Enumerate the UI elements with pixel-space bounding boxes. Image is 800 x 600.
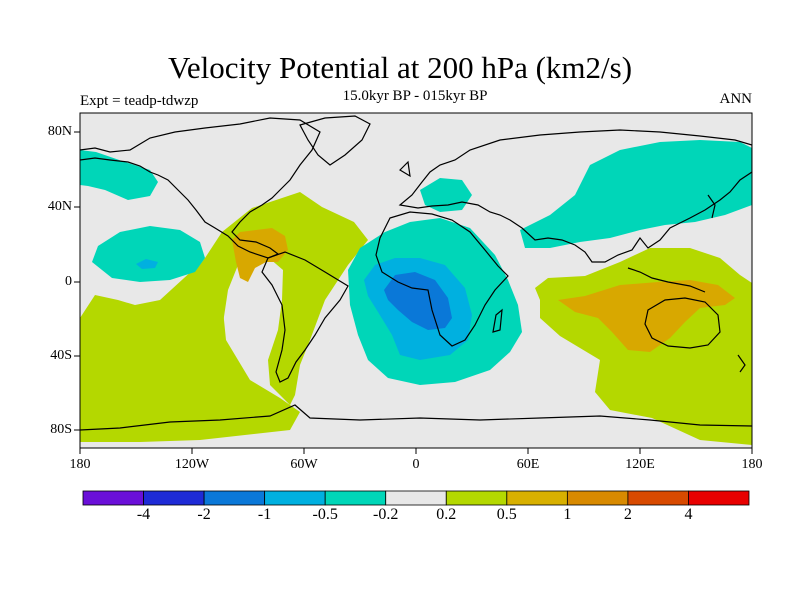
coast-japan xyxy=(707,194,716,219)
lon-ticks xyxy=(79,448,753,454)
coast-uk xyxy=(399,160,411,178)
colorbar-swatch xyxy=(385,490,447,506)
contour-teal-asia xyxy=(520,140,752,248)
colorbar-label: -0.5 xyxy=(312,506,338,523)
colorbar-label: 1 xyxy=(563,506,572,523)
coast-europe-asia xyxy=(398,129,752,263)
colorbar-swatch xyxy=(82,490,144,506)
lat-label: 80N xyxy=(47,124,72,139)
lon-label: 180 xyxy=(69,457,91,472)
lat-ticks xyxy=(74,131,80,431)
coast-maritime-continent xyxy=(627,267,706,293)
coast-madagascar xyxy=(492,308,503,333)
colorbar-swatch xyxy=(203,490,266,506)
colorbar-label: 0.2 xyxy=(436,506,457,523)
lon-label: 120W xyxy=(174,457,210,472)
coast-new-zealand xyxy=(737,354,746,373)
lon-label: 60E xyxy=(516,457,540,472)
coast-africa xyxy=(375,211,509,347)
colorbar-label: -4 xyxy=(136,506,151,523)
colorbar-swatch xyxy=(445,490,508,506)
lat-label: 40N xyxy=(47,199,72,214)
season-label: ANN xyxy=(719,91,753,107)
colorbar-swatch xyxy=(264,490,326,506)
colorbar-label: 0.5 xyxy=(496,506,517,523)
coast-greenland xyxy=(299,115,371,166)
coastlines xyxy=(80,115,752,431)
lat-label: 80S xyxy=(50,422,72,437)
lon-label: 120E xyxy=(625,457,655,472)
lon-label: 180 xyxy=(741,457,763,472)
colorbar-swatch xyxy=(688,490,750,506)
colorbar-swatch xyxy=(324,490,387,506)
map-title: Velocity Potential at 200 hPa (km2/s) xyxy=(167,50,633,85)
lon-label: 0 xyxy=(412,457,420,472)
coast-antarctica xyxy=(80,404,752,431)
colorbar-swatch xyxy=(566,490,629,506)
coast-australia xyxy=(644,297,721,349)
map-subtitle: 15.0kyr BP - 015kyr BP xyxy=(342,88,488,104)
contour-teal-east-pacific xyxy=(92,226,205,282)
lat-label: 40S xyxy=(50,348,72,363)
experiment-label: Expt = teadp-tdwzp xyxy=(80,93,199,109)
coast-north-america xyxy=(80,117,321,259)
colorbar-label: 2 xyxy=(623,506,632,523)
colorbar-swatch xyxy=(627,490,689,506)
contour-teal-north-pacific xyxy=(80,150,158,200)
colorbar-label: 4 xyxy=(684,506,693,523)
map-field xyxy=(80,113,752,448)
colorbar xyxy=(82,490,750,506)
colorbar-label: -0.2 xyxy=(373,506,399,523)
contour-cyan-pacific-small xyxy=(136,259,158,269)
colorbar-label: -1 xyxy=(257,506,272,523)
coast-south-america xyxy=(261,251,349,383)
lon-label: 60W xyxy=(290,457,318,472)
contour-teal-europe xyxy=(420,178,472,212)
colorbar-swatch xyxy=(143,490,205,506)
contour-blue-atlantic-core xyxy=(384,272,452,330)
contour-green-pacific-south xyxy=(80,258,300,448)
lat-label: 0 xyxy=(65,274,72,289)
colorbar-swatch xyxy=(506,490,568,506)
colorbar-label: -2 xyxy=(197,506,211,523)
